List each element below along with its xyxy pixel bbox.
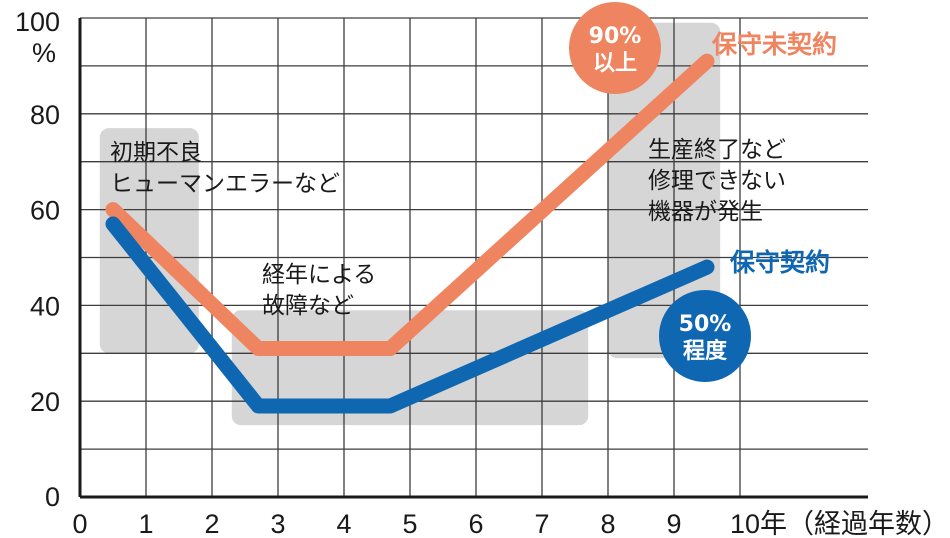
badge-value-1: 90%	[589, 24, 642, 49]
y-unit-label: %	[32, 38, 56, 68]
y-tick-label: 100	[15, 7, 60, 37]
x-tick-label: 1	[138, 509, 153, 538]
phase-label-2: 経年による	[262, 262, 376, 288]
series-line-1	[105, 53, 715, 357]
series-label-2: 保守契約	[729, 248, 830, 277]
phase-label-3: 生産終了など	[648, 137, 786, 163]
x-tick-label: 3	[270, 509, 285, 538]
x-tick-label: 0	[72, 509, 87, 538]
x-tick-label: 9	[666, 509, 681, 538]
phase-label-1: 初期不良	[110, 140, 202, 166]
y-tick-label: 0	[45, 482, 60, 512]
badge-caption-1: 以上	[593, 51, 637, 76]
badge-value-2: 50%	[679, 312, 732, 337]
badge-1	[569, 2, 661, 94]
x-axis-label: 10年（経過年数）	[730, 509, 949, 538]
phase-label-1: ヒューマンエラーなど	[110, 171, 340, 197]
badge-2	[659, 290, 751, 382]
series-line-2	[105, 216, 715, 414]
x-tick-label: 7	[534, 509, 549, 538]
x-tick-label: 5	[402, 509, 417, 538]
series-label-1: 保守未契約	[711, 30, 837, 59]
y-tick-label: 40	[30, 291, 60, 321]
y-tick-label: 60	[30, 196, 60, 226]
y-tick-label: 20	[30, 387, 60, 417]
y-tick-label: 80	[30, 100, 60, 130]
badge-caption-2: 程度	[683, 338, 728, 364]
phase-label-2: 故障など	[262, 293, 354, 319]
x-tick-label: 6	[468, 509, 483, 538]
x-tick-label: 4	[336, 509, 351, 538]
phase-label-3: 修理できない	[648, 168, 786, 194]
phase-label-3: 機器が発生	[648, 199, 763, 225]
x-tick-label: 2	[204, 509, 219, 538]
x-tick-label: 8	[600, 509, 615, 538]
